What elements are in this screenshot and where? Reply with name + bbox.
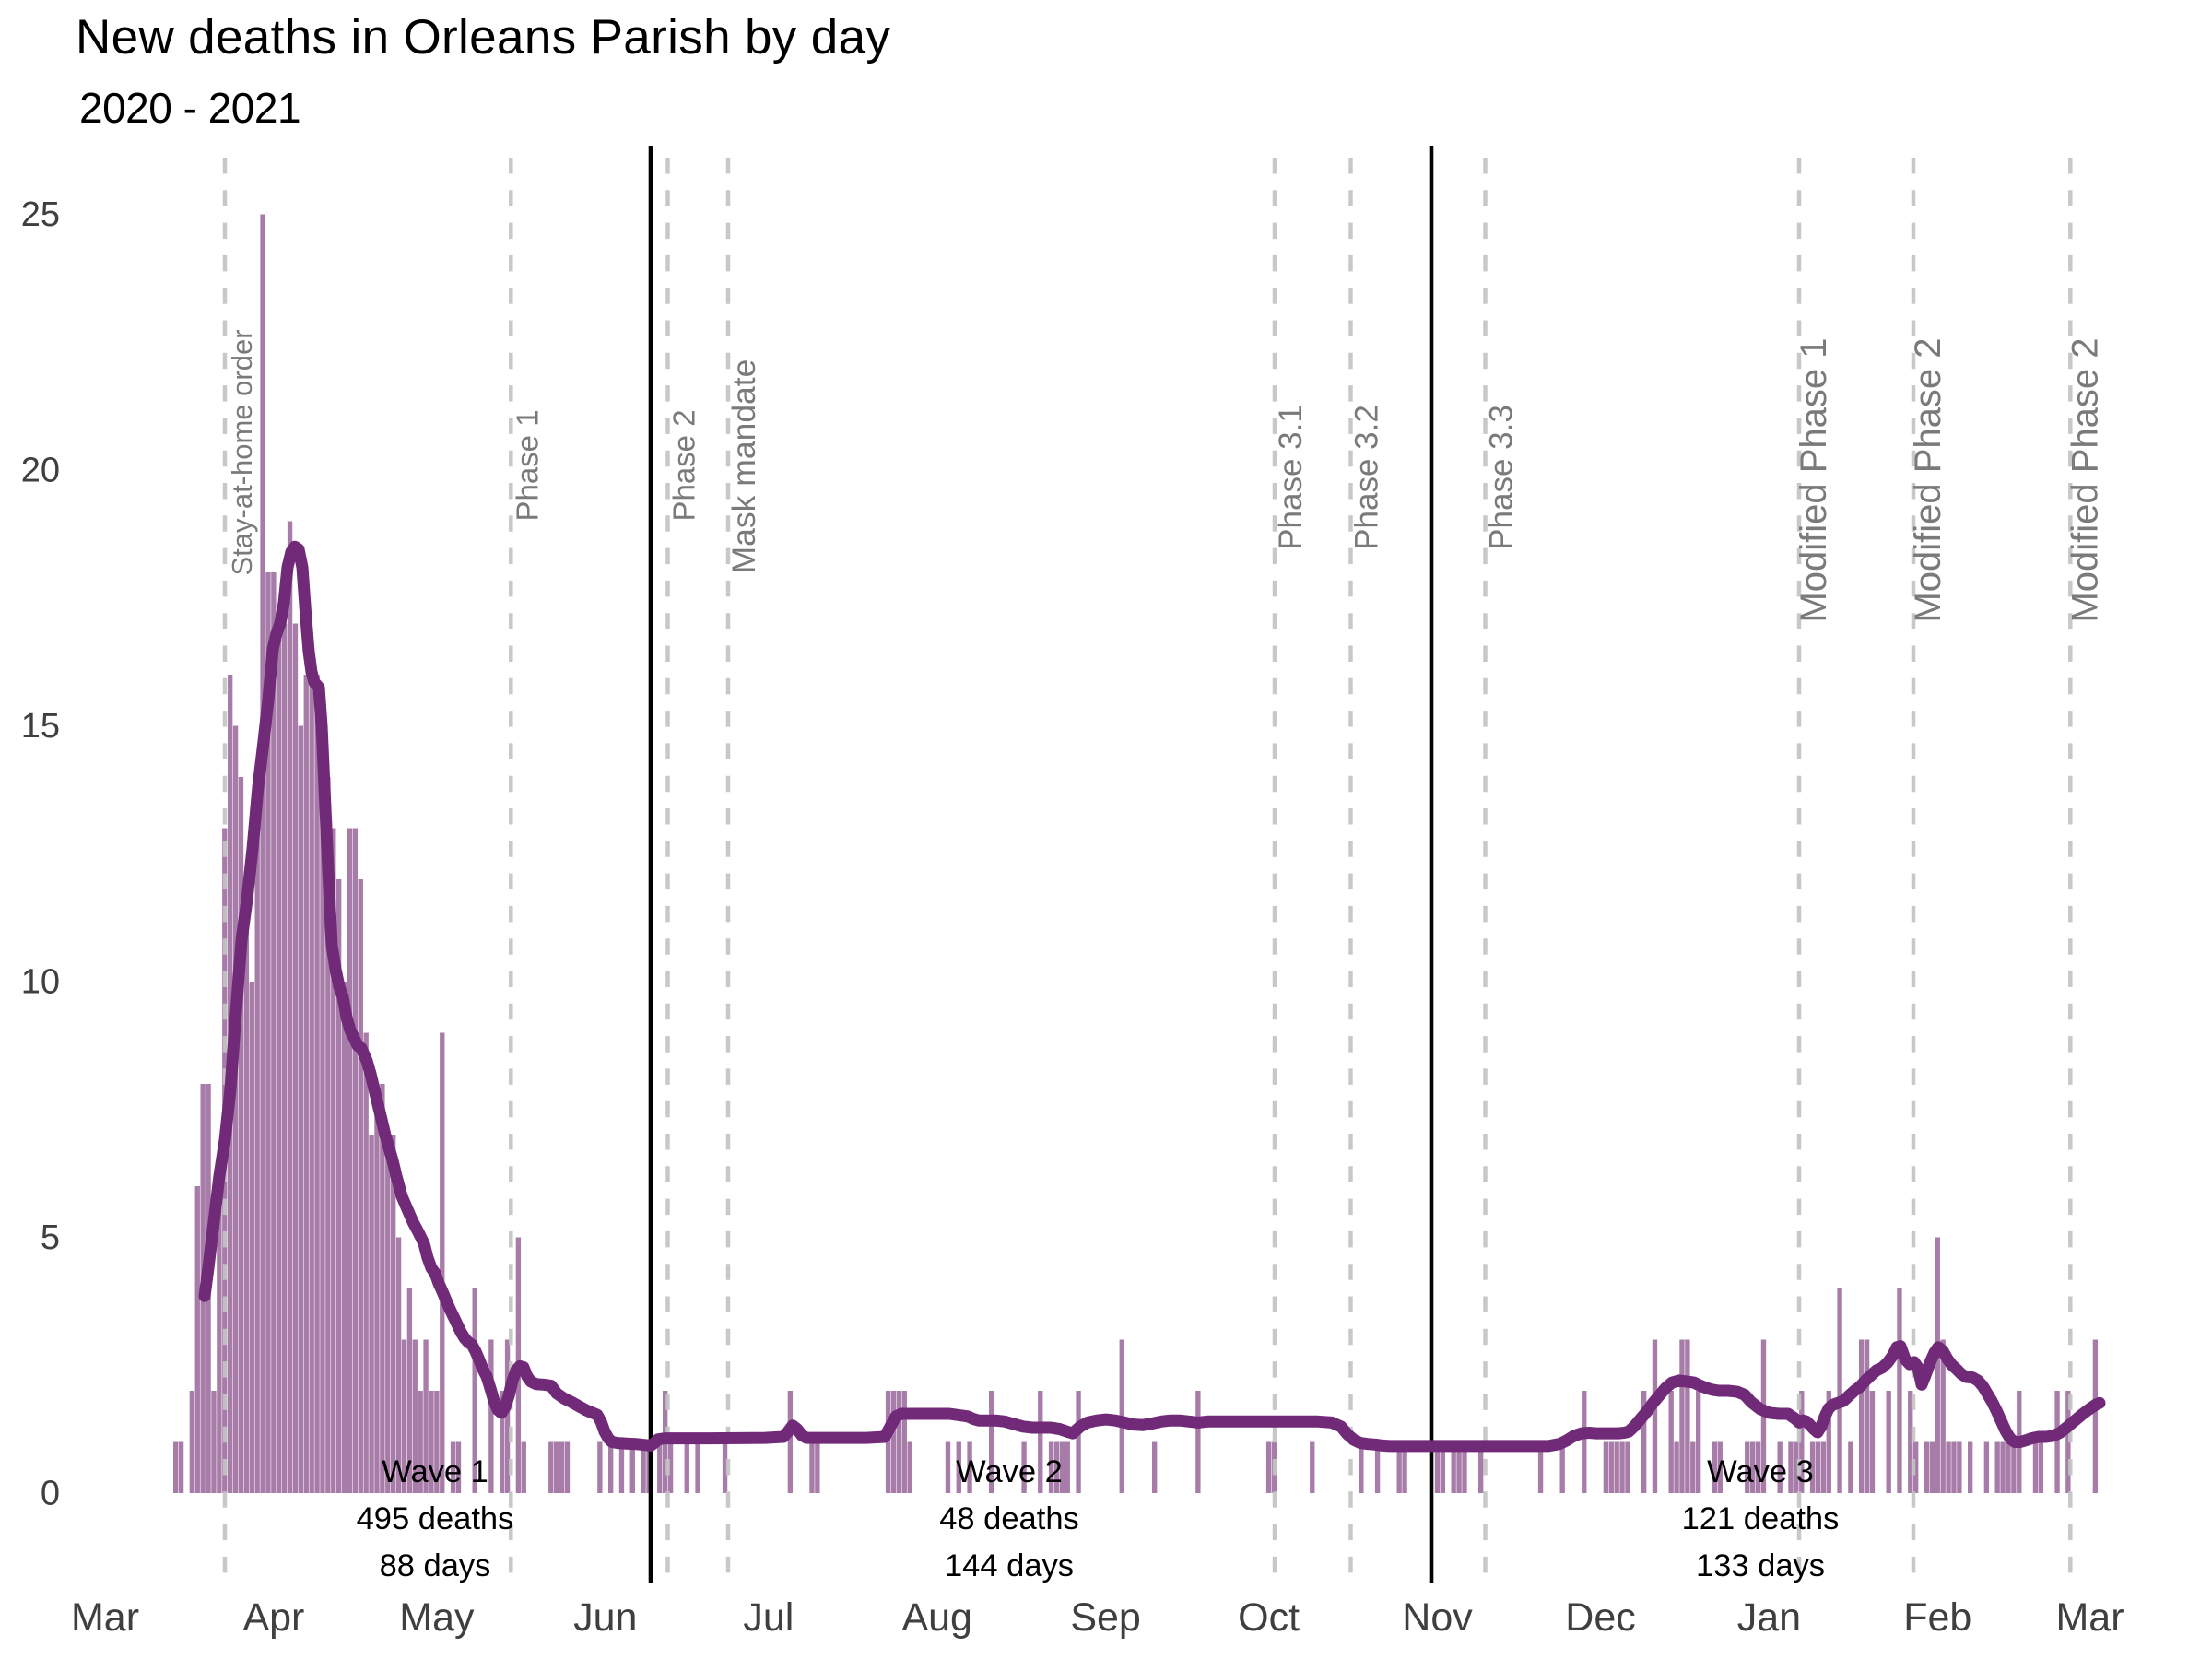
svg-text:May: May bbox=[399, 1595, 475, 1640]
svg-text:Modified Phase 2: Modified Phase 2 bbox=[1908, 337, 1948, 622]
svg-text:Mar: Mar bbox=[2055, 1595, 2124, 1640]
svg-text:Modified Phase 1: Modified Phase 1 bbox=[1794, 337, 1834, 622]
svg-text:48 deaths: 48 deaths bbox=[939, 1501, 1079, 1536]
svg-text:Wave 1: Wave 1 bbox=[382, 1454, 488, 1489]
svg-text:144 days: 144 days bbox=[945, 1548, 1074, 1583]
svg-text:Apr: Apr bbox=[242, 1595, 304, 1640]
svg-text:121 deaths: 121 deaths bbox=[1682, 1501, 1840, 1536]
svg-text:Aug: Aug bbox=[901, 1595, 972, 1640]
svg-text:Phase 3.3: Phase 3.3 bbox=[1484, 405, 1520, 550]
svg-text:10: 10 bbox=[21, 963, 60, 1002]
svg-text:5: 5 bbox=[41, 1218, 60, 1257]
svg-text:15: 15 bbox=[21, 707, 60, 746]
svg-text:20: 20 bbox=[21, 452, 60, 490]
svg-text:0: 0 bbox=[41, 1475, 60, 1513]
svg-text:Phase 3.2: Phase 3.2 bbox=[1349, 405, 1385, 550]
svg-text:Wave 2: Wave 2 bbox=[956, 1454, 1063, 1489]
svg-text:Jan: Jan bbox=[1737, 1595, 1801, 1640]
svg-text:495 deaths: 495 deaths bbox=[357, 1501, 514, 1536]
svg-text:25: 25 bbox=[21, 195, 60, 234]
svg-text:Wave 3: Wave 3 bbox=[1707, 1454, 1814, 1489]
svg-text:Phase 2: Phase 2 bbox=[667, 409, 701, 521]
svg-text:Dec: Dec bbox=[1565, 1595, 1635, 1640]
svg-text:2020 - 2021: 2020 - 2021 bbox=[79, 84, 300, 132]
svg-text:Mask mandate: Mask mandate bbox=[725, 359, 762, 574]
svg-text:Phase 3.1: Phase 3.1 bbox=[1273, 405, 1309, 550]
svg-text:Phase 1: Phase 1 bbox=[510, 409, 544, 521]
svg-text:New deaths in Orleans Parish b: New deaths in Orleans Parish by day bbox=[76, 10, 890, 65]
svg-text:Jun: Jun bbox=[573, 1595, 637, 1640]
svg-text:Oct: Oct bbox=[1238, 1595, 1300, 1640]
svg-text:Sep: Sep bbox=[1070, 1595, 1141, 1640]
svg-text:Modified Phase 2: Modified Phase 2 bbox=[2065, 337, 2105, 622]
svg-text:Feb: Feb bbox=[1903, 1595, 1971, 1640]
svg-text:Stay-at-home order: Stay-at-home order bbox=[226, 329, 258, 575]
svg-text:Mar: Mar bbox=[71, 1595, 139, 1640]
svg-text:133 days: 133 days bbox=[1696, 1548, 1825, 1583]
svg-text:Jul: Jul bbox=[743, 1595, 794, 1640]
svg-text:Nov: Nov bbox=[1402, 1595, 1473, 1640]
svg-text:88 days: 88 days bbox=[380, 1548, 491, 1583]
